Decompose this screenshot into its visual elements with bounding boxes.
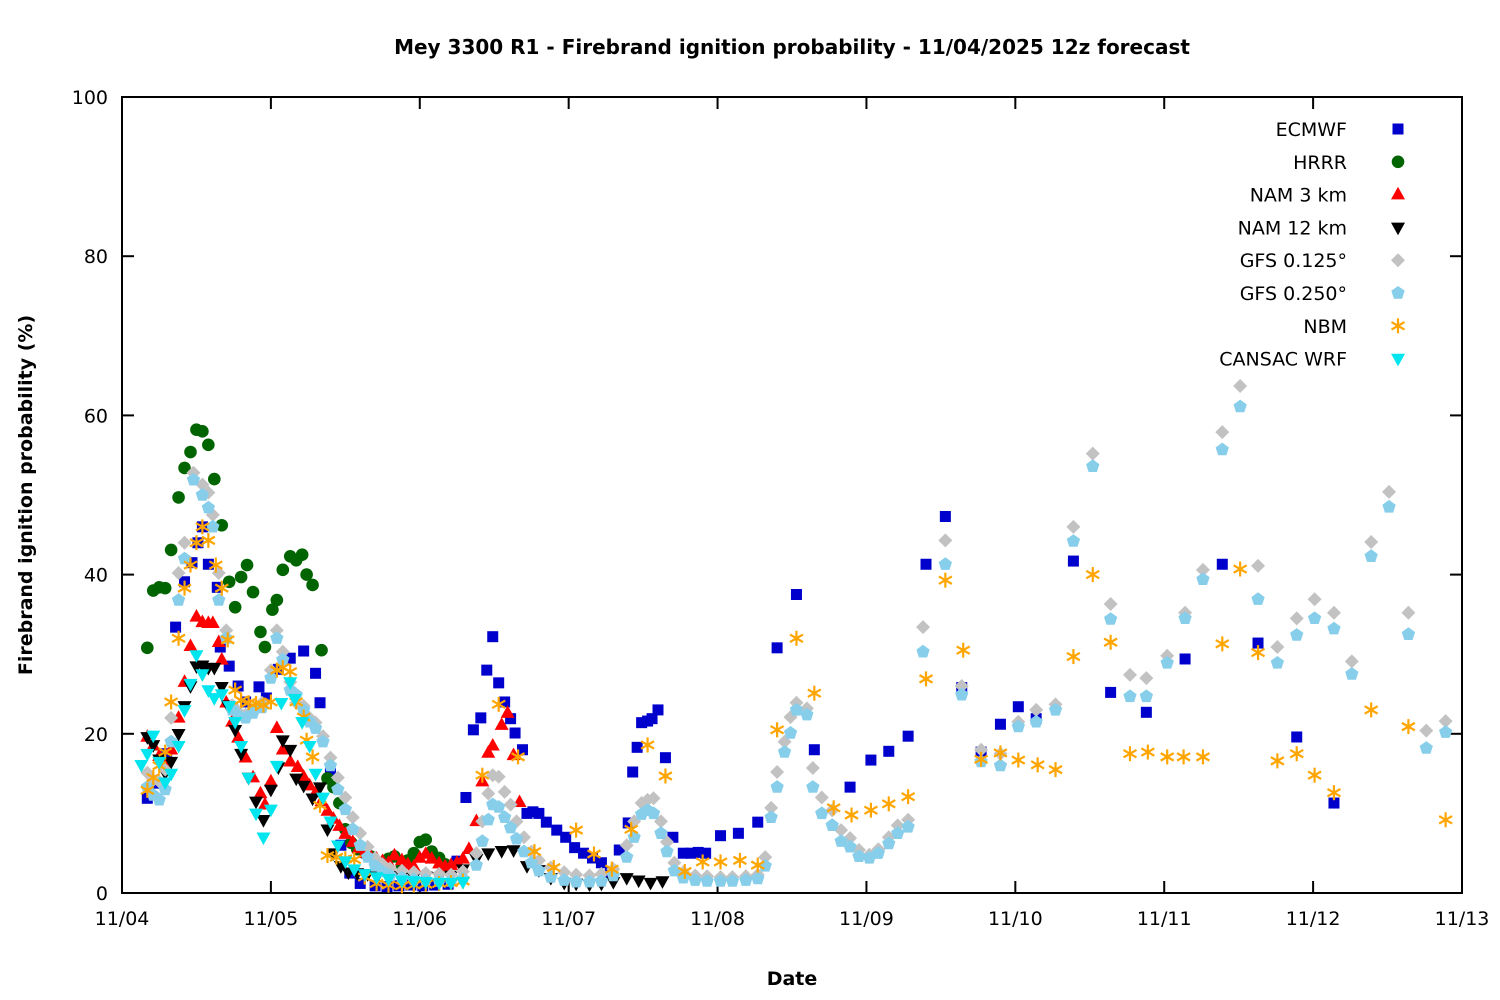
x-tick-label: 11/11: [1137, 908, 1192, 930]
x-tick-label: 11/06: [392, 908, 447, 930]
legend-marker-asterisk-icon: [1390, 318, 1406, 334]
legend-label: NAM 12 km: [1238, 217, 1347, 239]
series-points-NAM-3-km: [140, 608, 527, 872]
y-tick-label: 40: [84, 565, 108, 587]
legend-item-NAM-12-km: NAM 12 km: [1238, 217, 1405, 239]
y-tick-label: 0: [96, 883, 108, 905]
x-axis-label: Date: [767, 968, 818, 990]
chart-legend: ECMWF HRRR NAM 3 km NAM 12 km GFS 0.125° GFS …: [1219, 119, 1406, 371]
legend-item-NBM: NBM: [1303, 316, 1406, 338]
x-tick-label: 11/10: [988, 908, 1043, 930]
legend-item-HRRR: HRRR: [1293, 152, 1405, 174]
x-tick-label: 11/12: [1286, 908, 1341, 930]
x-tick-label: 11/13: [1435, 908, 1490, 930]
legend-label: ECMWF: [1276, 119, 1347, 141]
y-tick-label: 20: [84, 724, 108, 746]
y-axis-label: Firebrand ignition probability (%): [15, 315, 37, 675]
legend-label: HRRR: [1293, 152, 1347, 174]
y-tick-label: 100: [72, 87, 108, 109]
legend-label: NBM: [1303, 316, 1347, 338]
x-tick-label: 11/04: [95, 908, 150, 930]
legend-marker-pentagon-icon: [1391, 286, 1405, 299]
legend-label: GFS 0.125°: [1240, 250, 1347, 272]
data-points: [134, 378, 1453, 894]
legend-label: GFS 0.250°: [1240, 283, 1347, 305]
legend-item-NAM-3-km: NAM 3 km: [1250, 185, 1405, 207]
legend-marker-triangle-up-icon: [1391, 186, 1405, 200]
series-points-ECMWF: [141, 510, 1340, 893]
legend-item-GFS-0-250-: GFS 0.250°: [1240, 283, 1405, 305]
legend-marker-circle-icon: [1391, 155, 1405, 169]
legend-marker-diamond-icon: [1391, 253, 1405, 268]
page-title: Mey 3300 R1 - Firebrand ignition probabi…: [394, 35, 1190, 59]
legend-label: CANSAC WRF: [1219, 349, 1347, 371]
legend-item-CANSAC-WRF: CANSAC WRF: [1219, 349, 1405, 371]
y-tick-label: 80: [84, 246, 108, 268]
legend-marker-triangle-down-icon: [1391, 222, 1405, 236]
legend-marker-square-icon: [1392, 123, 1404, 135]
x-tick-label: 11/09: [839, 908, 894, 930]
x-tick-label: 11/05: [244, 908, 299, 930]
legend-label: NAM 3 km: [1250, 185, 1347, 207]
legend-item-GFS-0-125-: GFS 0.125°: [1240, 250, 1405, 272]
x-tick-label: 11/08: [690, 908, 745, 930]
legend-marker-triangle-down-icon: [1391, 353, 1405, 367]
y-tick-label: 60: [84, 405, 108, 427]
legend-item-ECMWF: ECMWF: [1276, 119, 1404, 141]
x-tick-label: 11/07: [541, 908, 596, 930]
axes-frame: 11/04 11/05 11/06 11/07 11/08 11/09 11/10 11/11…: [72, 87, 1490, 930]
series-points-CANSAC-WRF: [134, 650, 470, 891]
